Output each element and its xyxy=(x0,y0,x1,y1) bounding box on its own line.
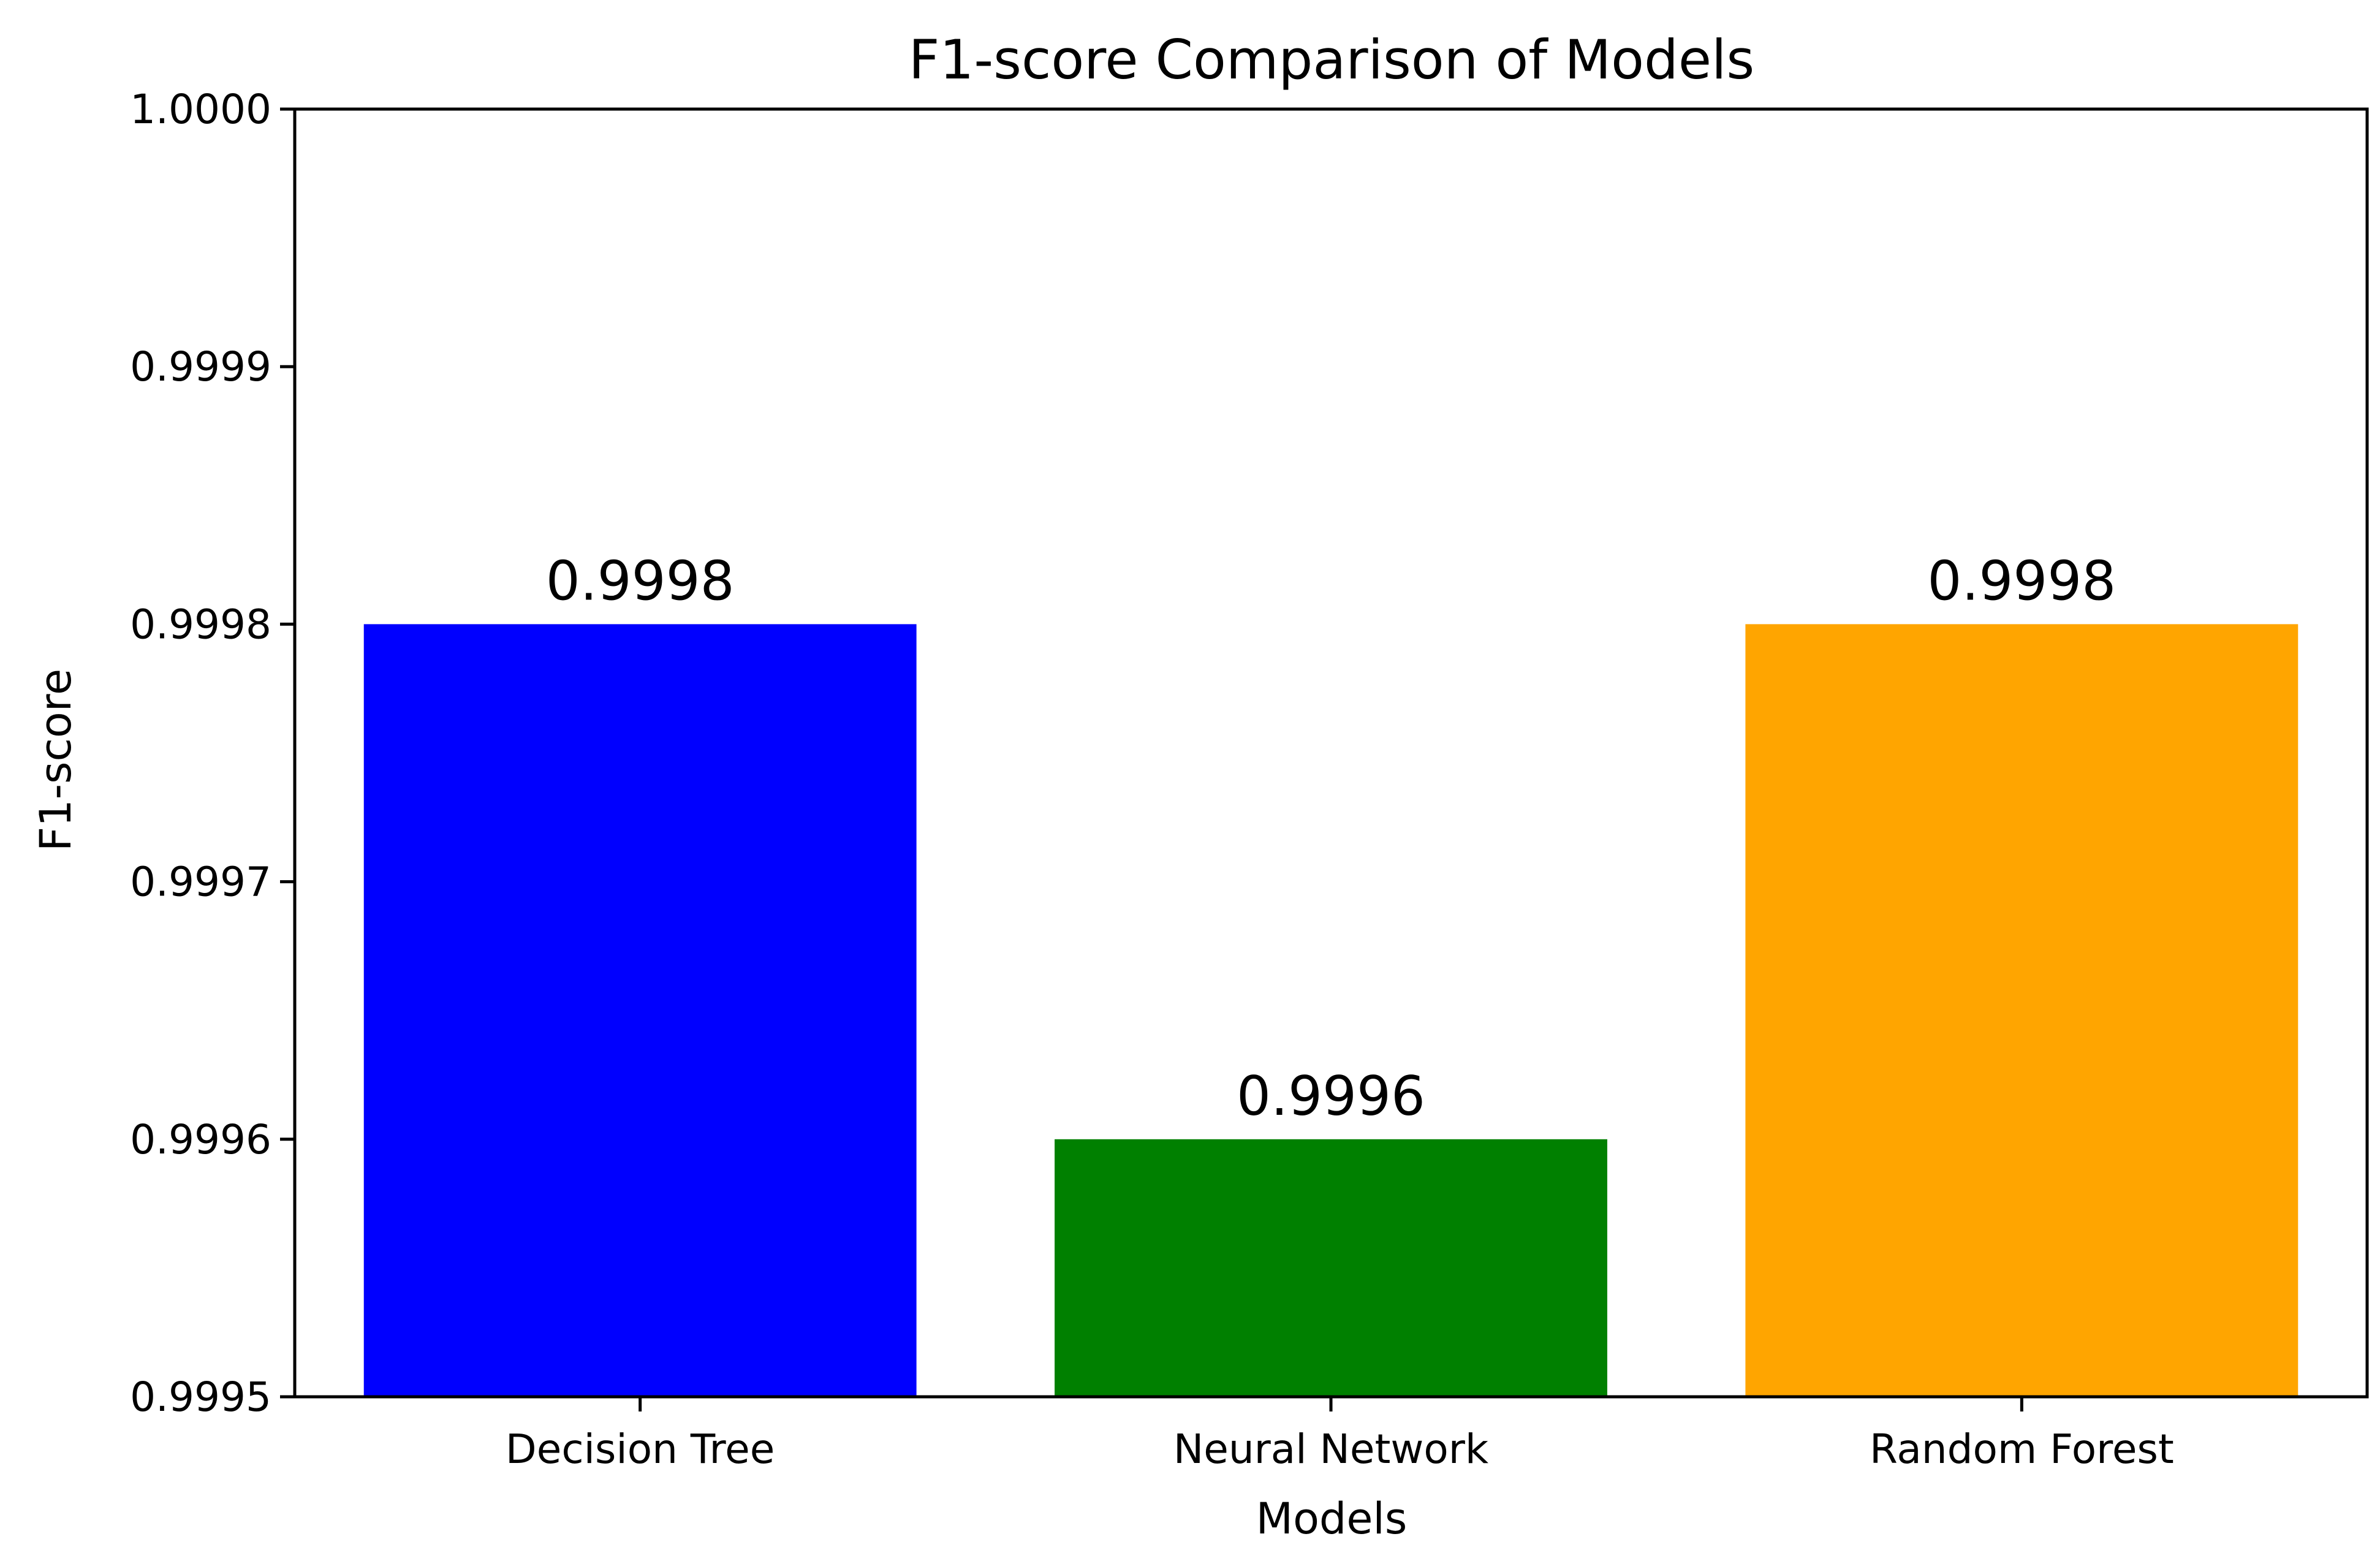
chart-title: F1-score Comparison of Models xyxy=(909,28,1755,91)
x-axis-label: Models xyxy=(1256,1494,1408,1544)
y-tick-label: 0.9998 xyxy=(130,601,271,648)
bar-neural-network xyxy=(1055,1139,1607,1397)
y-tick-label: 0.9999 xyxy=(130,343,271,390)
y-axis-label: F1-score xyxy=(31,669,81,851)
x-axis: Decision Tree Neural Network Random Forest xyxy=(506,1397,2174,1473)
y-axis: 0.9995 0.9996 0.9997 0.9998 0.9999 1.0000 xyxy=(130,86,295,1421)
plot-frame xyxy=(293,107,2369,1399)
bar-decision-tree xyxy=(363,624,917,1397)
x-tick-label: Random Forest xyxy=(1870,1426,2174,1473)
y-tick-label: 0.9995 xyxy=(130,1373,271,1421)
y-tick-label: 1.0000 xyxy=(130,86,271,133)
y-tick-label: 0.9997 xyxy=(130,859,271,906)
bar-value-label: 0.9996 xyxy=(1237,1065,1425,1128)
bar-value-label: 0.9998 xyxy=(1927,549,2116,612)
x-tick-label: Neural Network xyxy=(1173,1426,1489,1473)
y-tick-label: 0.9996 xyxy=(130,1116,271,1163)
x-tick-label: Decision Tree xyxy=(506,1426,775,1473)
bars xyxy=(363,624,2299,1397)
bar-random-forest xyxy=(1745,624,2299,1397)
bar-value-label: 0.9998 xyxy=(546,549,735,612)
data-labels: 0.9998 0.9996 0.9998 xyxy=(546,549,2117,1127)
